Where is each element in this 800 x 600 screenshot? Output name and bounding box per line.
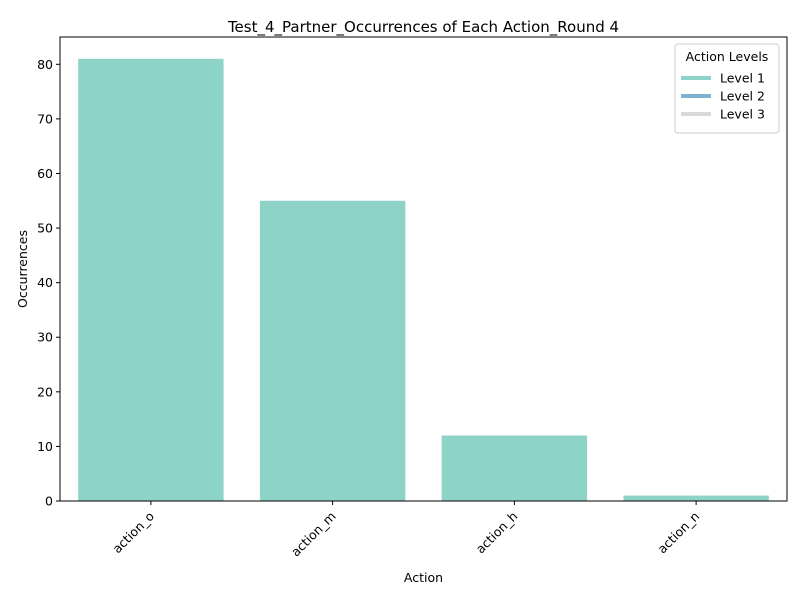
legend-entry-label: Level 2 <box>720 89 765 104</box>
y-tick-label: 50 <box>37 221 53 236</box>
y-tick-label: 30 <box>37 330 53 345</box>
bar-action-m <box>259 200 406 501</box>
bar-action-n <box>623 495 769 501</box>
y-axis: 0 10 20 30 40 50 60 70 80 <box>37 57 60 509</box>
x-axis-label: Action <box>404 570 443 585</box>
y-tick-label: 40 <box>37 275 53 290</box>
x-tick-label: action_o <box>109 509 157 557</box>
bars-group <box>78 58 769 501</box>
x-tick-label: action_n <box>654 509 702 557</box>
legend-entry-label: Level 3 <box>720 107 765 122</box>
bar-action-h <box>441 435 588 501</box>
x-tick-label: action_m <box>288 509 339 560</box>
legend: Action Levels Level 1 Level 2 Level 3 <box>674 43 780 134</box>
chart-title: Test_4_Partner_Occurrences of Each Actio… <box>227 18 619 37</box>
legend-entries: Level 1 Level 2 Level 3 <box>681 71 765 122</box>
y-tick-label: 80 <box>37 57 53 72</box>
legend-title: Action Levels <box>686 49 769 64</box>
y-tick-label: 70 <box>37 111 53 126</box>
legend-entry-label: Level 1 <box>720 71 765 86</box>
legend-box <box>674 43 780 134</box>
plot-frame <box>59 36 788 502</box>
x-axis: action_o action_m action_h action_n <box>109 501 702 559</box>
y-tick-label: 10 <box>37 439 53 454</box>
y-tick-label: 20 <box>37 384 53 399</box>
y-tick-label: 0 <box>45 494 53 509</box>
x-tick-label: action_h <box>473 509 521 557</box>
bar-action-o <box>78 58 224 501</box>
y-tick-label: 60 <box>37 166 53 181</box>
y-axis-label: Occurrences <box>15 230 30 308</box>
